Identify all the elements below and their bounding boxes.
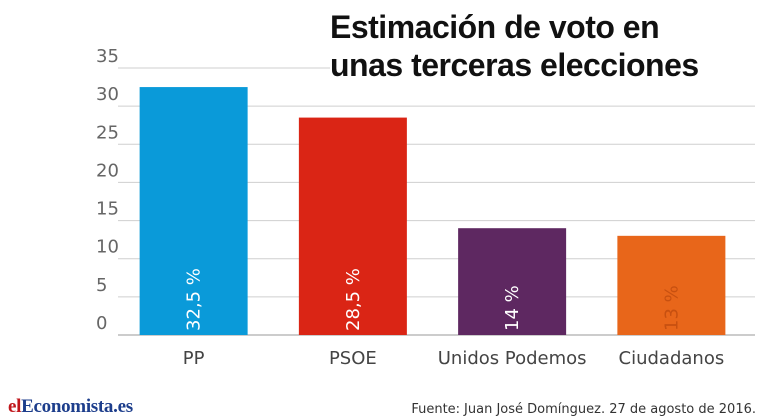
y-tick-label: 30 (96, 84, 119, 105)
y-tick-label: 15 (96, 199, 119, 220)
y-tick-label: 20 (96, 160, 119, 181)
source-note: Fuente: Juan José Domínguez. 27 de agosto… (411, 402, 756, 417)
bar (458, 228, 567, 335)
data-label: 13 % (661, 285, 682, 331)
x-tick-label: Unidos Podemos (438, 348, 587, 369)
data-label: 28,5 % (343, 268, 364, 331)
chart-title-line-1: Estimación de voto en (330, 9, 660, 45)
source-label: Fuente: (411, 402, 461, 417)
eleconomista-logo: elEconomista.es (8, 396, 133, 417)
y-tick-label: 10 (96, 237, 119, 258)
y-tick-label: 35 (96, 46, 119, 67)
data-label: 32,5 % (184, 268, 205, 331)
y-tick-label: 0 (96, 313, 107, 334)
bar (139, 87, 248, 335)
x-tick-label: PP (183, 348, 205, 369)
data-label: 14 % (502, 285, 523, 331)
bar (298, 117, 407, 335)
bar (617, 235, 726, 335)
x-tick-label: Ciudadanos (619, 348, 725, 369)
chart-title: Estimación de voto en unas terceras elec… (330, 8, 760, 84)
y-tick-label: 25 (96, 122, 119, 143)
source-text: Juan José Domínguez. 27 de agosto de 201… (464, 402, 756, 417)
x-tick-label: PSOE (329, 348, 377, 369)
chart-title-line-2: unas terceras elecciones (330, 47, 699, 83)
y-tick-label: 5 (96, 275, 107, 296)
